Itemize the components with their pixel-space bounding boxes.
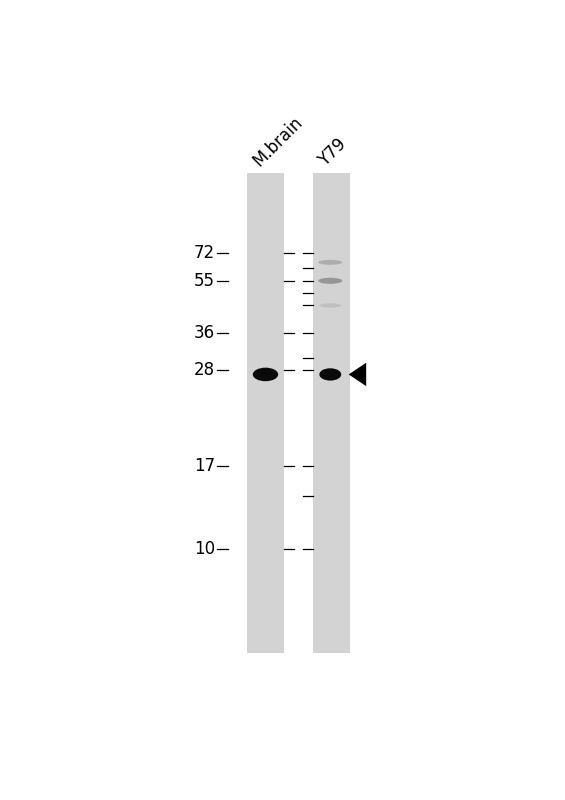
Text: Y79: Y79 <box>315 135 350 170</box>
Ellipse shape <box>253 368 278 382</box>
Ellipse shape <box>319 303 341 307</box>
Polygon shape <box>349 362 366 386</box>
Text: 28: 28 <box>194 361 215 379</box>
Text: 55: 55 <box>194 272 215 290</box>
Bar <box>247 173 284 654</box>
Text: M.brain: M.brain <box>249 113 306 170</box>
Bar <box>312 173 350 654</box>
Ellipse shape <box>318 278 342 284</box>
Text: 17: 17 <box>194 457 215 474</box>
Text: 36: 36 <box>194 324 215 342</box>
Ellipse shape <box>318 260 342 265</box>
Text: 72: 72 <box>194 244 215 262</box>
Text: 10: 10 <box>194 540 215 558</box>
Ellipse shape <box>319 368 341 381</box>
